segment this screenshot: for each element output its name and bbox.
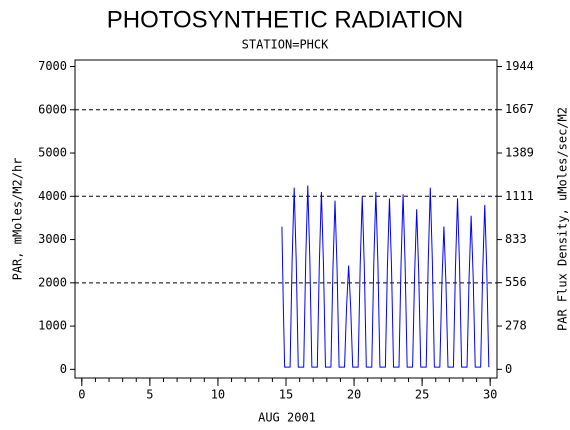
y2-tick-label: 1667: [505, 102, 534, 116]
y-tick-label: 7000: [38, 59, 67, 73]
y2-tick-label: 1944: [505, 59, 534, 73]
y-axis-label: PAR, mMoles/M2/hr: [11, 158, 25, 281]
y2-tick-label: 556: [505, 275, 527, 289]
x-tick-label: 5: [146, 388, 153, 402]
y-tick-label: 6000: [38, 102, 67, 116]
y-tick-label: 3000: [38, 232, 67, 246]
x-tick-label: 0: [78, 388, 85, 402]
chart-subtitle: STATION=PHCK: [242, 38, 329, 52]
x-tick-label: 20: [347, 388, 361, 402]
x-tick-label: 30: [483, 388, 497, 402]
y2-axis-label: PAR Flux Density, uMoles/sec/M2: [556, 107, 570, 331]
y2-tick-label: 833: [505, 232, 527, 246]
y2-tick-label: 278: [505, 319, 527, 333]
y2-tick-label: 0: [505, 362, 512, 376]
x-tick-label: 15: [279, 388, 293, 402]
y-tick-label: 1000: [38, 319, 67, 333]
data-line: [281, 185, 490, 368]
y2-tick-label: 1389: [505, 145, 534, 159]
y-tick-label: 4000: [38, 189, 67, 203]
y-tick-label: 5000: [38, 146, 67, 160]
chart-title: PHOTOSYNTHETIC RADIATION: [107, 6, 463, 33]
y-tick-label: 2000: [38, 275, 67, 289]
y2-tick-label: 1111: [505, 189, 534, 203]
x-axis-label: AUG 2001: [258, 411, 316, 425]
x-tick-label: 25: [415, 388, 429, 402]
x-tick-label: 10: [211, 388, 225, 402]
y-tick-label: 0: [60, 362, 67, 376]
